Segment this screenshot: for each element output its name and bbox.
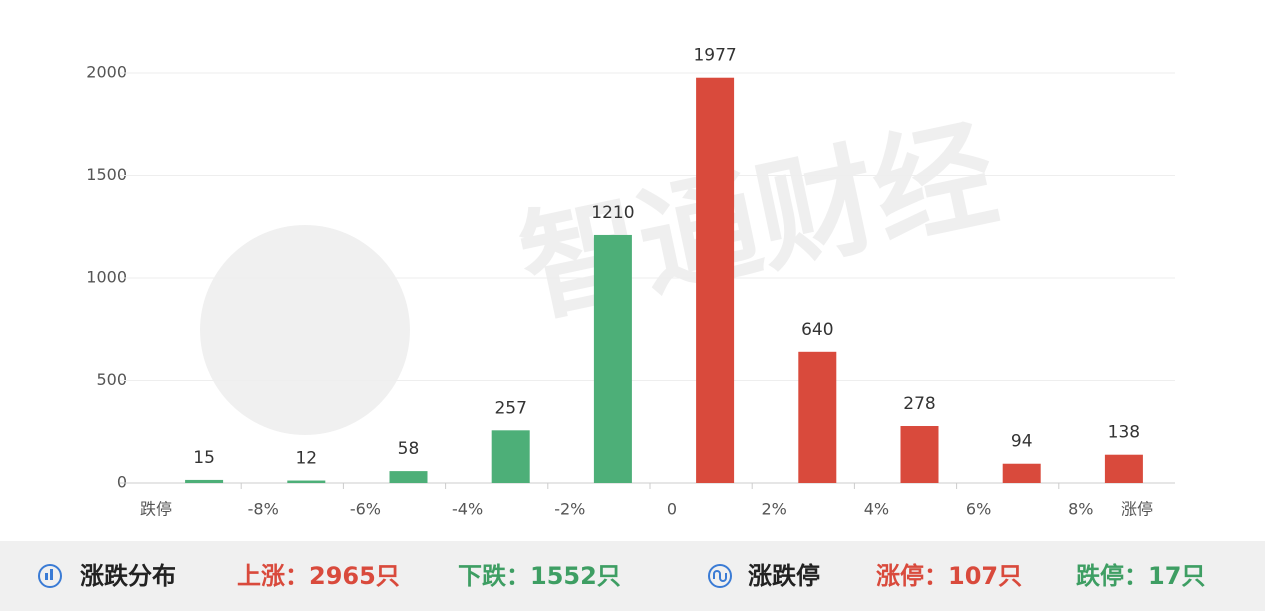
y-tick-label: 500 bbox=[96, 370, 127, 389]
footer-title: 涨跌停 bbox=[748, 562, 820, 590]
bar bbox=[900, 426, 939, 483]
value-label: 257 bbox=[494, 398, 526, 418]
value-label: 12 bbox=[295, 449, 317, 469]
footer-stat: 上涨：2965只 bbox=[237, 562, 400, 590]
value-label: 15 bbox=[193, 448, 215, 468]
bar bbox=[491, 430, 530, 483]
bar bbox=[798, 351, 837, 483]
x-tick-label: -2% bbox=[554, 500, 585, 519]
x-tick-label: 6% bbox=[966, 500, 991, 519]
watermark-logo bbox=[200, 225, 410, 435]
y-tick-label: 0 bbox=[117, 473, 127, 492]
y-tick-label: 1000 bbox=[86, 268, 127, 287]
value-label: 138 bbox=[1108, 423, 1140, 443]
footer-stat: 涨停：107只 bbox=[876, 562, 1022, 590]
footer-bar bbox=[0, 541, 1265, 611]
x-tick-label: 涨停 bbox=[1121, 500, 1153, 519]
icon bbox=[38, 564, 62, 588]
bar bbox=[1002, 463, 1041, 483]
x-tick-label: -6% bbox=[350, 500, 381, 519]
x-tick-label: -4% bbox=[452, 500, 483, 519]
icon bbox=[50, 569, 53, 580]
bar bbox=[185, 479, 224, 483]
x-tick-label: 0 bbox=[667, 500, 677, 519]
bar bbox=[593, 234, 632, 483]
value-label: 94 bbox=[1011, 432, 1033, 452]
x-tick-label: 2% bbox=[762, 500, 787, 519]
icon bbox=[45, 573, 48, 580]
y-tick-label: 1500 bbox=[86, 165, 127, 184]
footer-stat: 下跌：1552只 bbox=[458, 562, 621, 590]
y-tick-label: 2000 bbox=[86, 63, 127, 82]
value-label: 1210 bbox=[591, 203, 634, 223]
watermark: 智通财经 bbox=[509, 104, 1007, 340]
icon bbox=[708, 564, 732, 588]
x-tick-label: -8% bbox=[248, 500, 279, 519]
footer-stat: 跌停：17只 bbox=[1076, 562, 1205, 590]
footer-title: 涨跌分布 bbox=[80, 562, 176, 590]
value-label: 278 bbox=[903, 394, 935, 414]
x-tick-label: 4% bbox=[864, 500, 889, 519]
bar bbox=[696, 77, 735, 483]
value-label: 640 bbox=[801, 320, 833, 340]
x-tick-label: 跌停 bbox=[140, 500, 172, 519]
icon bbox=[713, 570, 727, 582]
bar bbox=[1104, 454, 1143, 483]
value-label: 58 bbox=[398, 439, 420, 459]
x-tick-label: 8% bbox=[1068, 500, 1093, 519]
value-label: 1977 bbox=[693, 46, 736, 66]
bar bbox=[389, 471, 428, 483]
bar bbox=[287, 480, 326, 483]
